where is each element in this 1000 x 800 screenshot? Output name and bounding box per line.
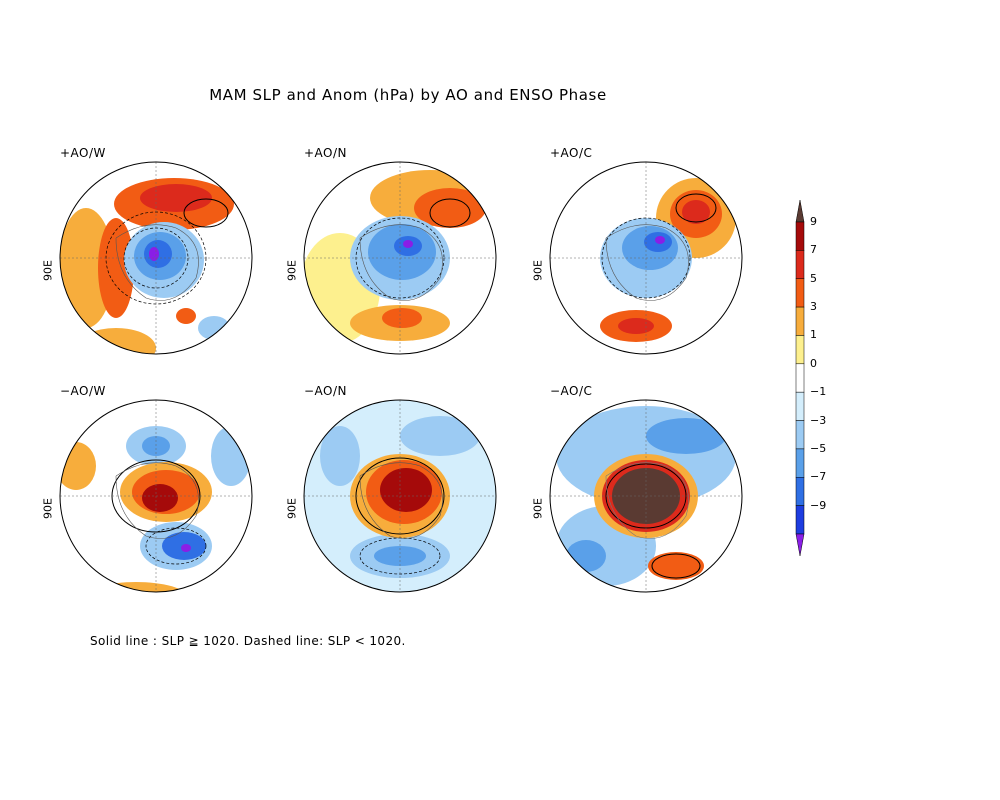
colorbar-tick-label: 7 — [810, 243, 817, 257]
colorbar — [795, 199, 805, 557]
longitude-label: 90E — [41, 260, 55, 281]
panel-pos-ao-neutral: +AO/N 90E — [286, 146, 500, 361]
colorbar-tick-label: 0 — [810, 356, 817, 370]
colorbar-tick-label: −1 — [810, 385, 827, 399]
colorbar-tick-label: −9 — [810, 498, 827, 512]
panel-neg-ao-warm: −AO/W 90E — [42, 384, 256, 599]
panel-label: −AO/W — [60, 384, 106, 398]
figure-title: MAM SLP and Anom (hPa) by AO and ENSO Ph… — [209, 86, 607, 104]
colorbar-swatch — [795, 250, 805, 279]
polar-map — [59, 399, 253, 593]
colorbar-tick-label: −3 — [810, 413, 827, 427]
polar-map — [549, 161, 743, 355]
colorbar-swatch — [795, 420, 805, 450]
longitude-label: 90E — [41, 498, 55, 519]
panel-neg-ao-cold: −AO/C 90E — [532, 384, 746, 599]
colorbar-tick-label: 5 — [810, 271, 817, 285]
panel-neg-ao-neutral: −AO/N 90E — [286, 384, 500, 599]
panel-pos-ao-warm: +AO/W 90E — [42, 146, 256, 361]
colorbar-swatch — [795, 335, 805, 365]
longitude-label: 90E — [531, 260, 545, 281]
longitude-label: 90E — [531, 498, 545, 519]
colorbar-under-triangle — [795, 533, 805, 557]
colorbar-swatch — [795, 363, 805, 393]
polar-map — [549, 399, 743, 593]
colorbar-swatch — [795, 448, 805, 478]
colorbar-tick-label: −5 — [810, 441, 827, 455]
panel-label: +AO/C — [550, 146, 593, 160]
footnote: Solid line : SLP ≧ 1020. Dashed line: SL… — [90, 634, 406, 648]
colorbar-tick-label: −7 — [810, 470, 827, 484]
colorbar-swatch — [795, 477, 805, 506]
colorbar-over-triangle — [795, 199, 805, 223]
panel-label: −AO/N — [304, 384, 348, 398]
polar-map — [303, 399, 497, 593]
panel-label: +AO/W — [60, 146, 106, 160]
panel-label: −AO/C — [550, 384, 593, 398]
colorbar-swatch — [795, 221, 805, 251]
polar-map — [59, 161, 253, 355]
longitude-label: 90E — [285, 498, 299, 519]
colorbar-swatch — [795, 306, 805, 336]
colorbar-tick-label: 1 — [810, 328, 817, 342]
colorbar-swatch — [795, 391, 805, 421]
colorbar-swatch — [795, 278, 805, 308]
colorbar-tick-label: 3 — [810, 300, 817, 314]
colorbar-swatch — [795, 505, 805, 535]
longitude-label: 90E — [285, 260, 299, 281]
panel-pos-ao-cold: +AO/C 90E — [532, 146, 746, 361]
panel-label: +AO/N — [304, 146, 348, 160]
polar-map — [303, 161, 497, 355]
colorbar-tick-label: 9 — [810, 215, 817, 228]
